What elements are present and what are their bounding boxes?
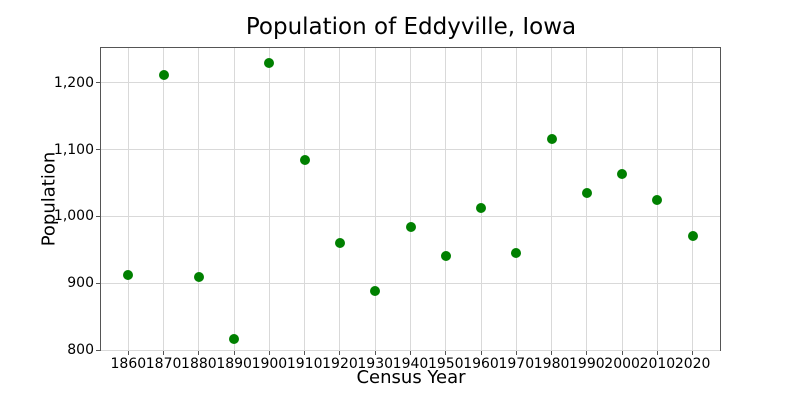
x-tick	[339, 351, 341, 355]
x-gridline	[586, 48, 588, 350]
x-tick	[656, 351, 658, 355]
x-axis-label: Census Year	[356, 367, 466, 388]
x-tick	[268, 351, 270, 355]
x-gridline	[339, 48, 341, 350]
x-tick-label: 1950	[427, 356, 464, 372]
y-gridline	[101, 349, 720, 351]
x-gridline	[198, 48, 200, 350]
y-tick	[96, 215, 100, 217]
x-tick	[304, 351, 306, 355]
data-point	[687, 230, 698, 241]
x-tick	[198, 351, 200, 355]
data-point	[476, 202, 487, 213]
data-point	[123, 270, 134, 281]
x-tick-label: 1920	[322, 356, 358, 372]
x-tick	[445, 351, 447, 355]
x-tick-label: 1970	[498, 356, 535, 372]
x-tick	[233, 351, 235, 355]
x-gridline	[233, 48, 235, 350]
data-point	[229, 334, 240, 345]
x-gridline	[410, 48, 411, 350]
x-tick	[410, 351, 411, 355]
data-point	[334, 238, 345, 249]
data-point	[652, 195, 663, 206]
data-point	[511, 248, 522, 259]
x-tick	[480, 351, 482, 355]
y-axis-label: Population	[38, 151, 60, 247]
x-tick-label: 2000	[604, 356, 640, 372]
x-gridline	[445, 48, 447, 350]
y-gridline	[101, 282, 720, 284]
data-point	[299, 155, 310, 166]
x-tick-label: 1990	[569, 356, 605, 372]
x-tick-label: 2010	[639, 356, 676, 372]
x-tick	[621, 351, 623, 355]
data-point	[405, 222, 416, 233]
x-gridline	[621, 48, 623, 350]
data-point	[264, 57, 275, 68]
x-gridline	[692, 48, 694, 350]
x-gridline	[304, 48, 306, 350]
x-tick	[515, 351, 517, 355]
x-tick	[163, 351, 165, 355]
y-gridline	[101, 82, 720, 84]
x-gridline	[515, 48, 517, 350]
x-tick	[692, 351, 694, 355]
x-tick-label: 1860	[110, 356, 147, 372]
y-tick	[96, 82, 100, 84]
data-point	[546, 133, 557, 144]
y-tick-label: 900	[67, 275, 94, 292]
x-tick-label: 1900	[251, 356, 288, 372]
y-tick	[96, 149, 100, 151]
x-tick	[586, 351, 588, 355]
y-tick-label: 1,100	[53, 141, 94, 158]
x-gridline	[480, 48, 482, 350]
x-gridline	[551, 48, 553, 350]
data-point	[193, 272, 204, 283]
x-tick-label: 1930	[357, 356, 394, 372]
y-tick-label: 800	[67, 342, 94, 358]
data-point	[440, 250, 451, 261]
x-tick-label: 1880	[181, 356, 217, 372]
x-tick	[374, 351, 376, 355]
data-point	[617, 168, 628, 179]
y-gridline	[101, 149, 720, 151]
y-tick	[96, 349, 100, 351]
data-point	[581, 187, 592, 198]
y-gridline	[101, 215, 720, 217]
data-point	[158, 70, 169, 81]
y-tick	[96, 282, 100, 284]
x-gridline	[163, 48, 165, 350]
y-tick-label: 1,200	[53, 74, 94, 91]
x-tick-label: 1960	[463, 356, 499, 372]
x-gridline	[127, 48, 129, 350]
x-tick-label: 1980	[533, 356, 570, 372]
x-tick-label: 1870	[145, 356, 182, 372]
x-gridline	[374, 48, 376, 350]
x-tick-label: 1890	[216, 356, 252, 372]
plot-area	[100, 47, 721, 351]
x-tick	[127, 351, 129, 355]
x-tick-label: 1940	[392, 356, 429, 372]
x-tick-label: 1910	[286, 356, 323, 372]
x-gridline	[268, 48, 270, 350]
x-tick	[551, 351, 553, 355]
y-tick-label: 1,000	[53, 208, 94, 225]
chart-title: Population of Eddyville, Iowa	[245, 14, 577, 40]
data-point	[370, 286, 381, 297]
x-tick-label: 2020	[674, 356, 711, 372]
